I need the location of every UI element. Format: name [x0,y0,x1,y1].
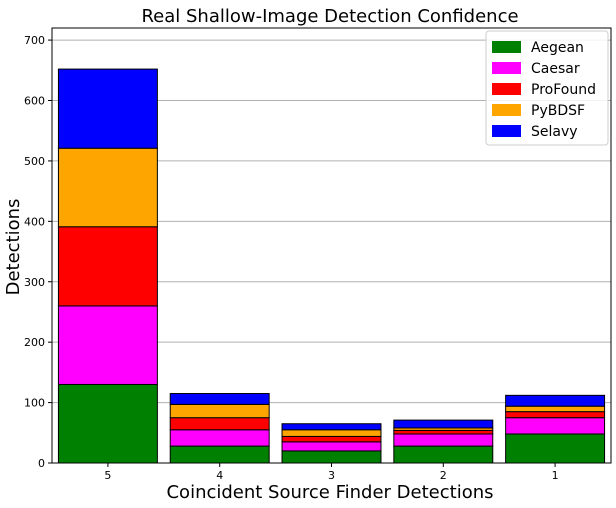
bar-segment-aegean-1 [505,433,606,464]
x-tick-label: 3 [328,469,335,482]
y-tick-label: 300 [24,276,45,289]
bar-segment-caesar-3 [281,441,382,452]
bar-segment-caesar-2 [393,433,494,447]
legend-swatch-caesar [492,62,521,74]
y-axis-label: Detections [3,199,24,296]
bar-segment-profound-1 [505,411,606,419]
x-tick-label: 1 [552,469,559,482]
y-tick-label: 0 [38,457,45,470]
x-tick-label: 4 [216,469,223,482]
bar-segment-selavy-5 [57,68,158,149]
bar-segment-pybdsf-3 [281,429,382,437]
legend: Aegean Caesar ProFound PyBDSF Selavy [485,30,609,146]
bars [57,68,606,464]
legend-label-caesar: Caesar [531,61,580,77]
x-tick-label: 2 [440,469,447,482]
legend-label-selavy: Selavy [531,124,578,140]
bar-segment-aegean-5 [57,383,158,464]
bar-segment-aegean-4 [169,445,270,464]
legend-items: Aegean Caesar ProFound PyBDSF Selavy [492,40,596,140]
chart-title: Real Shallow-Image Detection Confidence [141,6,518,27]
x-axis-label: Coincident Source Finder Detections [166,482,493,503]
y-tick-label: 200 [24,336,45,349]
legend-swatch-selavy [492,125,521,137]
legend-swatch-pybdsf [492,104,521,116]
bar-segment-selavy-2 [393,419,494,429]
legend-label-profound: ProFound [531,82,596,98]
bar-segment-profound-2 [393,429,494,435]
bar-segment-pybdsf-5 [57,147,158,228]
legend-label-pybdsf: PyBDSF [531,103,585,119]
y-tick-label: 100 [24,397,45,410]
y-axis-ticks: 0 100 200 300 400 500 600 700 [24,34,52,470]
bar-segment-profound-3 [281,435,382,443]
y-tick-label: 600 [24,95,45,108]
bar-segment-selavy-1 [505,394,606,407]
bar-segment-profound-5 [57,226,158,307]
y-tick-label: 700 [24,34,45,47]
y-tick-label: 400 [24,215,45,228]
bar-segment-caesar-5 [57,305,158,385]
bar-segment-profound-4 [169,417,270,431]
legend-label-aegean: Aegean [531,40,584,56]
legend-swatch-profound [492,83,521,95]
bar-segment-caesar-4 [169,429,270,447]
bar-segment-pybdsf-1 [505,405,606,413]
legend-frame [485,30,609,146]
legend-swatch-aegean [492,41,521,53]
bar-segment-caesar-1 [505,417,606,435]
bar-segment-selavy-3 [281,423,382,431]
x-tick-label: 5 [104,469,111,482]
x-axis-ticks: 5 4 3 2 1 [104,463,559,482]
bar-segment-selavy-4 [169,393,270,405]
bar-segment-aegean-2 [393,445,494,464]
bar-segment-pybdsf-4 [169,403,270,419]
y-tick-label: 500 [24,155,45,168]
bar-segment-aegean-3 [281,450,382,464]
